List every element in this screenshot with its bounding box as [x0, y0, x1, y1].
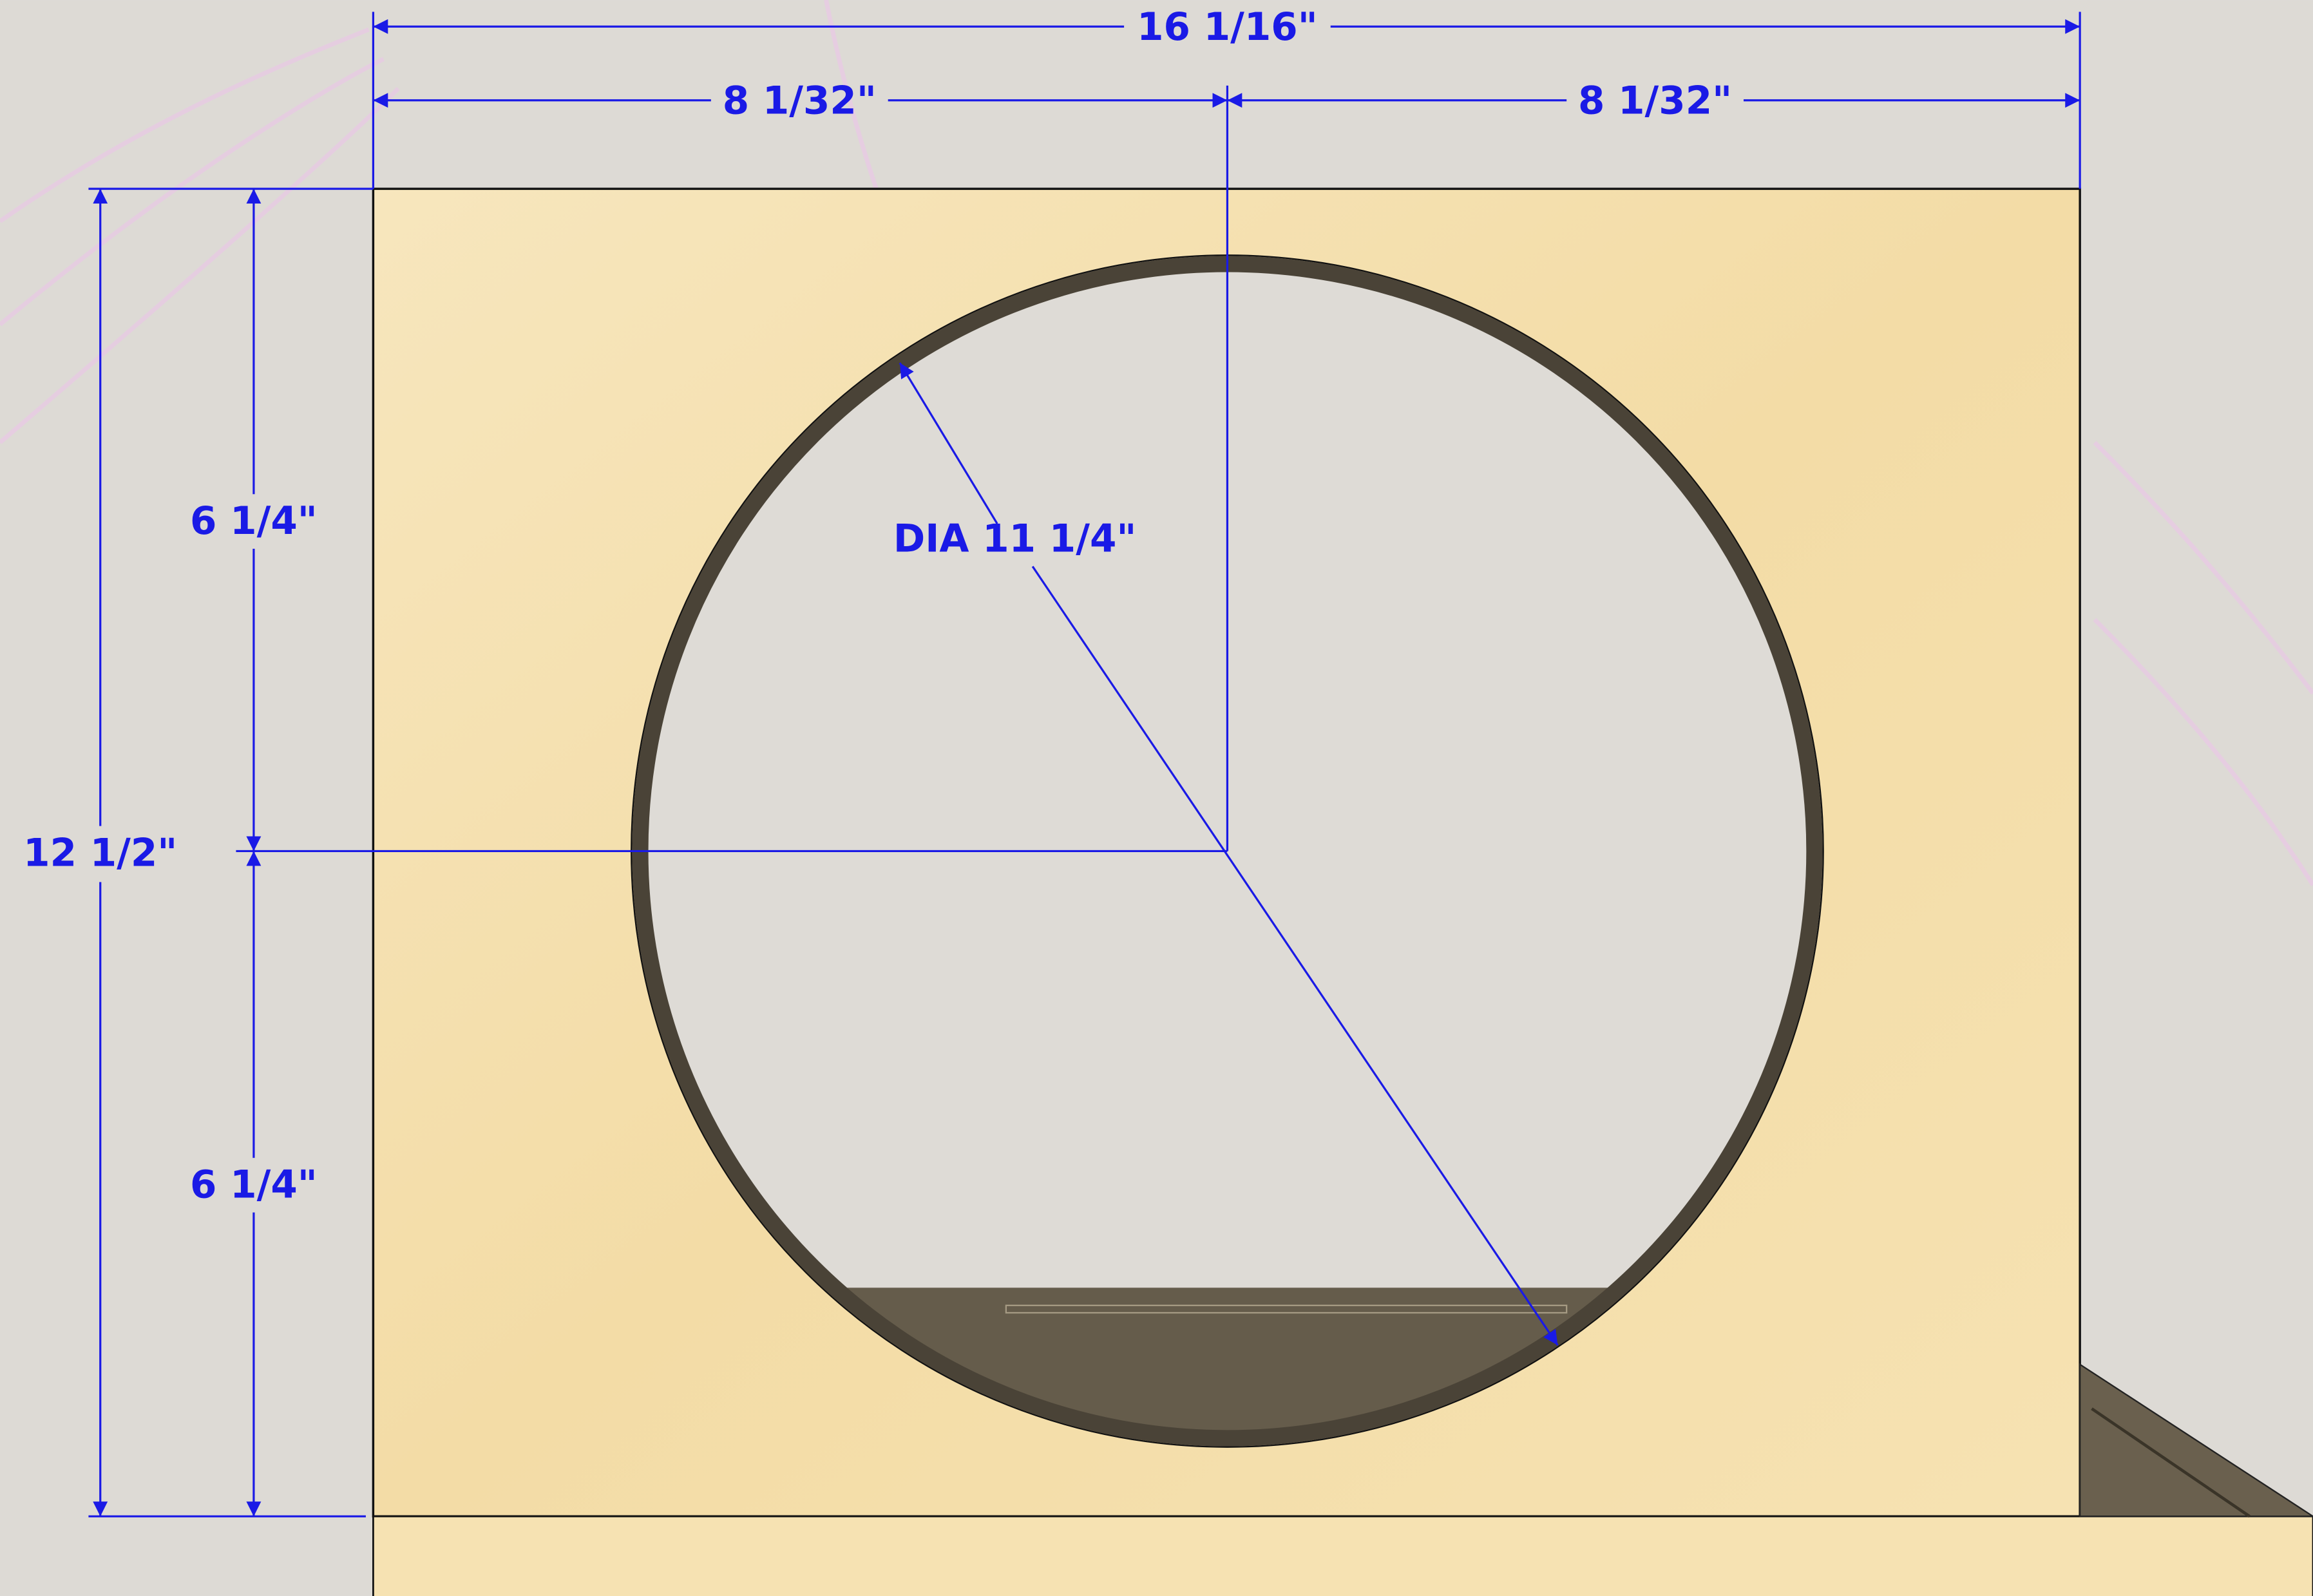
bottom-board [373, 1516, 2313, 1596]
dimension-label: 8 1/32" [1578, 79, 1732, 123]
dimension-label: DIA 11 1/4" [893, 517, 1137, 562]
page: 16 1/16" 8 1/32" 8 1/32" 6 1/4" 6 1/4" 1… [0, 0, 2313, 1596]
dimension-label: 8 1/32" [723, 79, 877, 123]
dimension-label: 6 1/4" [190, 1163, 318, 1208]
drawing: 16 1/16" 8 1/32" 8 1/32" 6 1/4" 6 1/4" 1… [0, 0, 2313, 1596]
dimension-label: 12 1/2" [23, 831, 177, 875]
dimension-label: 16 1/16" [1137, 5, 1318, 50]
dimension-label: 6 1/4" [190, 499, 318, 544]
